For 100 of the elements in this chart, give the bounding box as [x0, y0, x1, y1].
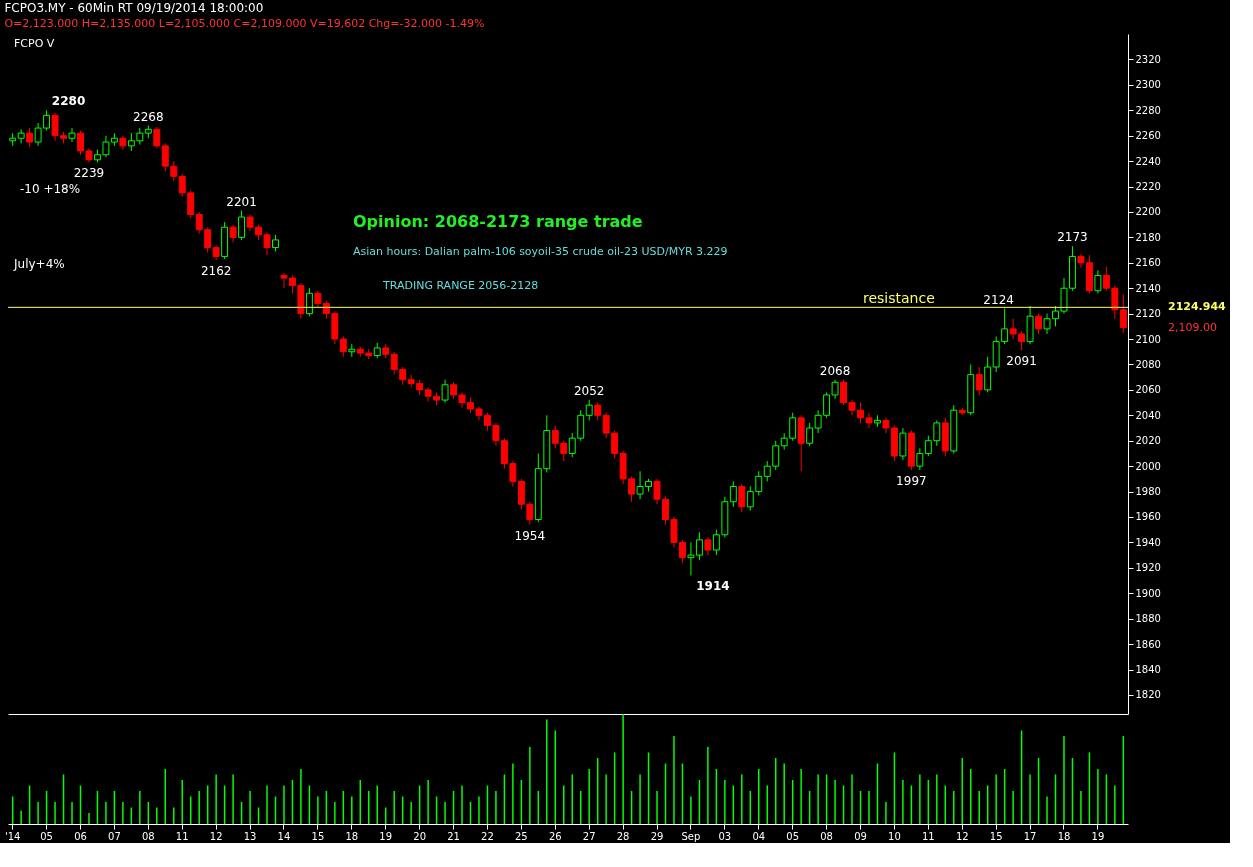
x-tick-label: 15	[311, 830, 325, 842]
y-tick-label: 2060	[1135, 384, 1161, 396]
y-tick-label: 2260	[1135, 130, 1161, 142]
x-tick-label: 05	[40, 830, 53, 842]
candlestick	[238, 210, 246, 241]
text: 2,109.00	[1168, 320, 1217, 334]
y-tick-label: 1960	[1135, 511, 1161, 523]
annotation: Asian hours: Dalian palm-106 soyoil-35 crude oil-23 USD/MYR 3.229	[353, 245, 728, 258]
annotation: 2162	[200, 264, 232, 279]
candlestick	[899, 427, 907, 461]
annotation: 2052	[573, 384, 605, 399]
y-tick-label: 2100	[1135, 333, 1161, 345]
x-tick-label: 04	[752, 830, 766, 842]
annotation: July+4%	[13, 257, 65, 271]
y-tick-label: 1820	[1135, 689, 1161, 701]
candlestick	[975, 366, 983, 396]
x-tick-label: 12	[955, 830, 969, 842]
annotation: Opinion: 2068-2173 range trade	[353, 212, 643, 231]
y-tick-label: 2240	[1135, 155, 1161, 167]
y-tick-label: 2040	[1135, 409, 1161, 421]
candlestick	[916, 447, 924, 471]
y-tick-label: 2180	[1135, 231, 1161, 243]
candlestick	[738, 483, 746, 513]
annotation: 1997	[896, 473, 927, 488]
annotation: 2091	[1006, 354, 1037, 369]
chart-subtitle: O=2,123.000 H=2,135.000 L=2,105.000 C=2,109.000 V=19,602 Chg=-32.000 -1.49%	[4, 17, 485, 30]
y-tick-label: 1880	[1135, 613, 1161, 625]
x-tick-label: Sep	[681, 830, 701, 842]
x-tick-label: 18	[1057, 830, 1071, 842]
x-tick-label: 22	[481, 830, 494, 842]
annotation: 2173	[1057, 230, 1088, 245]
x-tick-label: 28	[616, 830, 630, 842]
annotation: 2124	[983, 292, 1014, 307]
annotation: 1914	[696, 579, 730, 594]
annotation: 2068	[819, 363, 851, 378]
x-tick-label: 11	[175, 830, 189, 842]
x-tick-label: 13	[243, 830, 257, 842]
y-tick-label: 1840	[1135, 664, 1161, 676]
candlestick	[26, 127, 34, 148]
x-tick-label: 07	[108, 830, 121, 842]
annotation: 2201	[226, 194, 257, 209]
x-tick-label: 14	[277, 830, 291, 842]
annotation: -10 +18%	[20, 182, 81, 196]
chart-title: FCPO3.MY - 60Min RT 09/19/2014 18:00:00	[4, 1, 264, 15]
x-tick-label: 19	[379, 830, 393, 842]
y-tick-label: 2220	[1135, 181, 1161, 193]
candlestick	[17, 128, 25, 144]
x-tick-label: 29	[650, 830, 664, 842]
candlestick	[1094, 269, 1102, 294]
annotation: FCPO V	[14, 37, 55, 50]
candlestick	[585, 399, 593, 421]
y-tick-label: 1920	[1135, 562, 1161, 574]
x-tick-label: 26	[548, 830, 562, 842]
annotation: TRADING RANGE 2056-2128	[382, 279, 539, 292]
y-tick-label: 2000	[1135, 460, 1161, 472]
x-tick-label: '14	[4, 830, 21, 842]
y-tick-label: 2120	[1135, 308, 1161, 320]
y-tick-label: 1860	[1135, 638, 1161, 650]
y-tick-label: 2300	[1135, 79, 1161, 91]
candlestick	[153, 126, 161, 149]
annotation: 2280	[51, 94, 86, 109]
x-tick-label: 06	[74, 830, 87, 842]
candlestick	[1119, 294, 1127, 334]
candlestick	[339, 336, 347, 358]
annotation: 2268	[133, 109, 164, 124]
candlestick	[729, 480, 737, 508]
y-tick-label: 2160	[1135, 257, 1161, 269]
x-tick-label: 25	[515, 830, 528, 842]
x-tick-label: 21	[447, 830, 460, 842]
x-tick-label: 08	[820, 830, 833, 842]
x-tick-label: 20	[413, 830, 426, 842]
candlestick	[305, 287, 313, 317]
y-tick-label: 2080	[1135, 358, 1161, 370]
x-tick-label: 08	[141, 830, 155, 842]
candlestick	[1035, 313, 1043, 335]
y-tick-label: 2140	[1135, 282, 1161, 294]
x-tick-label: 03	[718, 830, 732, 842]
ref-line-label: 2124.944	[1168, 300, 1227, 314]
x-tick-label: 10	[888, 830, 901, 842]
candlestick	[68, 127, 76, 143]
x-tick-label: 11	[921, 830, 935, 842]
annotation: 1954	[514, 528, 546, 543]
y-tick-label: 1900	[1135, 587, 1161, 599]
x-tick-label: 17	[1023, 830, 1037, 842]
y-tick-label: 2280	[1135, 104, 1161, 116]
x-tick-label: 27	[582, 830, 596, 842]
annotation: 2239	[73, 166, 105, 181]
y-tick-label: 2320	[1135, 53, 1161, 65]
x-tick-label: 19	[1091, 830, 1105, 842]
x-tick-label: 18	[345, 830, 359, 842]
y-tick-label: 2020	[1135, 435, 1161, 447]
x-tick-label: 15	[989, 830, 1003, 842]
y-tick-label: 1980	[1135, 486, 1161, 498]
candlestick	[441, 379, 449, 404]
y-tick-label: 1940	[1135, 536, 1161, 548]
x-tick-label: 05	[786, 830, 800, 842]
candlestick	[984, 356, 992, 393]
x-tick-label: 09	[854, 830, 867, 842]
x-tick-label: 12	[209, 830, 223, 842]
annotation: resistance	[863, 290, 935, 306]
